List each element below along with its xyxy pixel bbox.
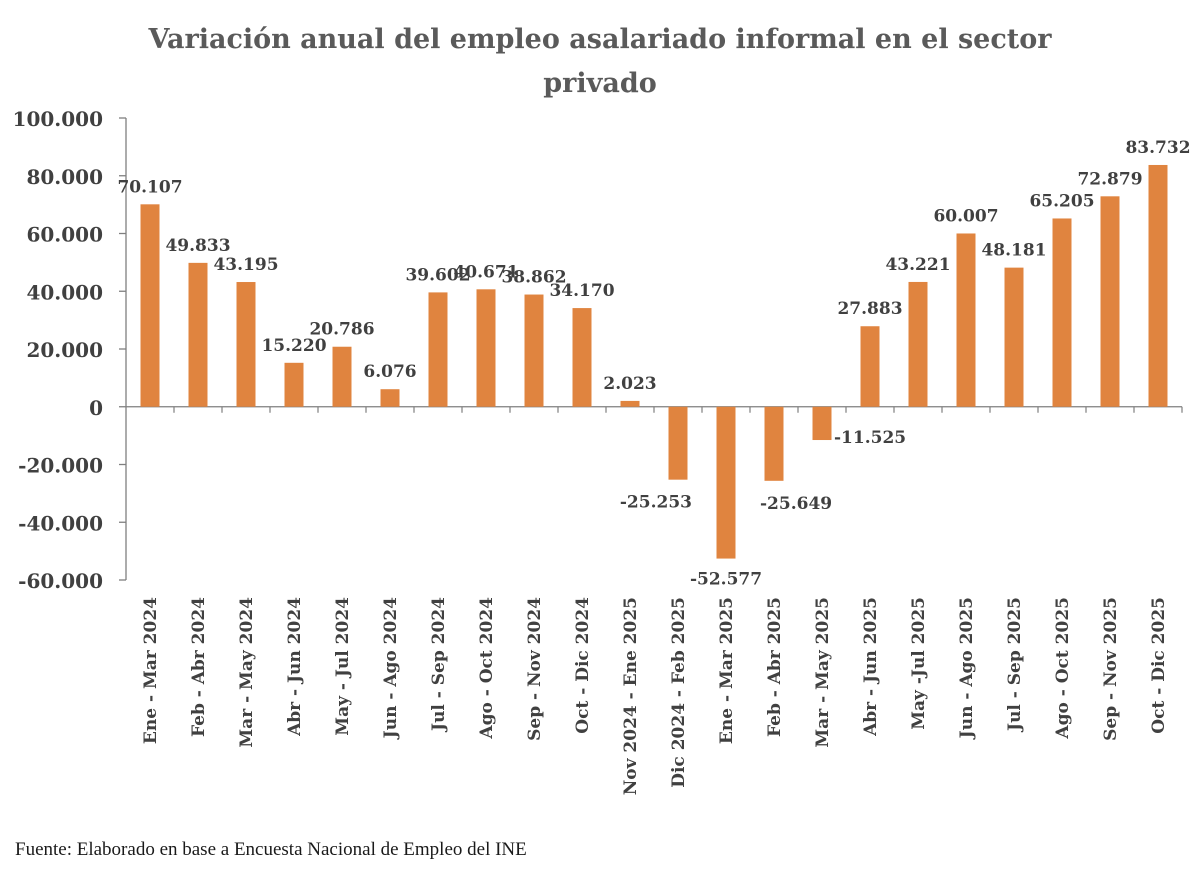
x-tick-label: Abr - Jun 2025: [861, 597, 881, 737]
bar: [1100, 196, 1120, 407]
data-label: 2.023: [603, 374, 656, 394]
bar: [428, 292, 448, 407]
data-label: 6.076: [363, 362, 416, 382]
bar: [908, 281, 928, 407]
x-tick-label: May -Jul 2025: [909, 597, 929, 730]
data-label: 43.195: [213, 255, 278, 275]
x-tick-label: Nov 2024 - Ene 2025: [621, 597, 641, 795]
bar: [1052, 218, 1072, 407]
x-tick-label: Abr - Jun 2024: [285, 597, 305, 737]
data-label: 72.879: [1077, 169, 1142, 189]
chart-title-line-2: privado: [543, 68, 657, 99]
data-label: 27.883: [837, 299, 902, 319]
bar: [380, 389, 400, 407]
data-label: 38.862: [501, 268, 566, 288]
data-label: -25.649: [760, 494, 832, 514]
x-tick-label: Oct - Dic 2024: [573, 597, 593, 734]
bar: [524, 294, 544, 407]
bar: [860, 326, 880, 407]
y-tick-label: -60.000: [18, 569, 103, 593]
bar: [332, 346, 352, 407]
x-tick-label: May - Jul 2024: [333, 597, 353, 736]
data-label: 83.732: [1125, 138, 1190, 158]
chart-title: Variación anual del empleo asalariado in…: [0, 18, 1200, 106]
data-label: 48.181: [981, 241, 1046, 261]
chart-title-line-1: Variación anual del empleo asalariado in…: [148, 24, 1052, 55]
data-label: 34.170: [549, 281, 614, 301]
data-label: 43.221: [885, 255, 950, 275]
data-label: 39.602: [405, 265, 470, 285]
data-label: 65.205: [1029, 191, 1094, 211]
y-tick-label: 80.000: [26, 165, 103, 189]
data-label: 20.786: [309, 320, 374, 340]
data-label: -25.253: [620, 493, 692, 513]
y-tick-label: 60.000: [26, 223, 103, 247]
bar: [572, 308, 592, 407]
y-tick-label: 40.000: [26, 280, 103, 304]
bar: [188, 262, 208, 407]
data-label: 49.833: [165, 236, 230, 256]
x-tick-label: Jun - Ago 2025: [957, 597, 977, 740]
x-tick-label: Jul - Sep 2025: [1005, 597, 1025, 733]
x-tick-label: Mar - May 2025: [813, 597, 833, 748]
x-tick-label: Ene - Mar 2024: [141, 597, 161, 744]
bar: [476, 289, 496, 407]
bar: [284, 362, 304, 407]
source-note: Fuente: Elaborado en base a Encuesta Nac…: [15, 839, 527, 860]
data-label: 40.671: [453, 262, 518, 282]
y-tick-label: 20.000: [26, 338, 103, 362]
x-tick-label: Ago - Oct 2024: [477, 597, 497, 740]
data-label: 15.220: [261, 336, 326, 356]
bar: [812, 406, 832, 441]
y-tick-label: 0: [89, 396, 103, 420]
bar: [1004, 267, 1024, 407]
x-tick-label: Jun - Ago 2024: [381, 597, 401, 740]
data-label: 60.007: [933, 206, 998, 226]
x-tick-label: Dic 2024 - Feb 2025: [669, 597, 689, 788]
x-tick-label: Jul - Sep 2024: [429, 597, 449, 733]
bar: [956, 233, 976, 407]
x-tick-label: Sep - Nov 2025: [1101, 597, 1121, 741]
bar: [140, 204, 160, 407]
x-tick-label: Sep - Nov 2024: [525, 597, 545, 741]
bar: [236, 282, 256, 407]
y-tick-label: 100.000: [13, 107, 103, 131]
bar: [764, 406, 784, 481]
bar: [716, 406, 736, 559]
bar: [620, 400, 640, 407]
bar: [668, 406, 688, 480]
x-tick-label: Ago - Oct 2025: [1053, 597, 1073, 740]
data-label: -11.525: [834, 428, 906, 448]
x-tick-label: Mar - May 2024: [237, 597, 257, 748]
data-label: -52.577: [690, 570, 762, 590]
y-tick-label: -40.000: [18, 511, 103, 535]
x-tick-label: Feb - Abr 2025: [765, 597, 785, 737]
bar: [1148, 164, 1168, 407]
data-label: 70.107: [117, 177, 182, 197]
x-tick-label: Feb - Abr 2024: [189, 597, 209, 737]
x-tick-label: Oct - Dic 2025: [1149, 597, 1169, 734]
x-tick-label: Ene - Mar 2025: [717, 597, 737, 744]
y-tick-label: -20.000: [18, 454, 103, 478]
